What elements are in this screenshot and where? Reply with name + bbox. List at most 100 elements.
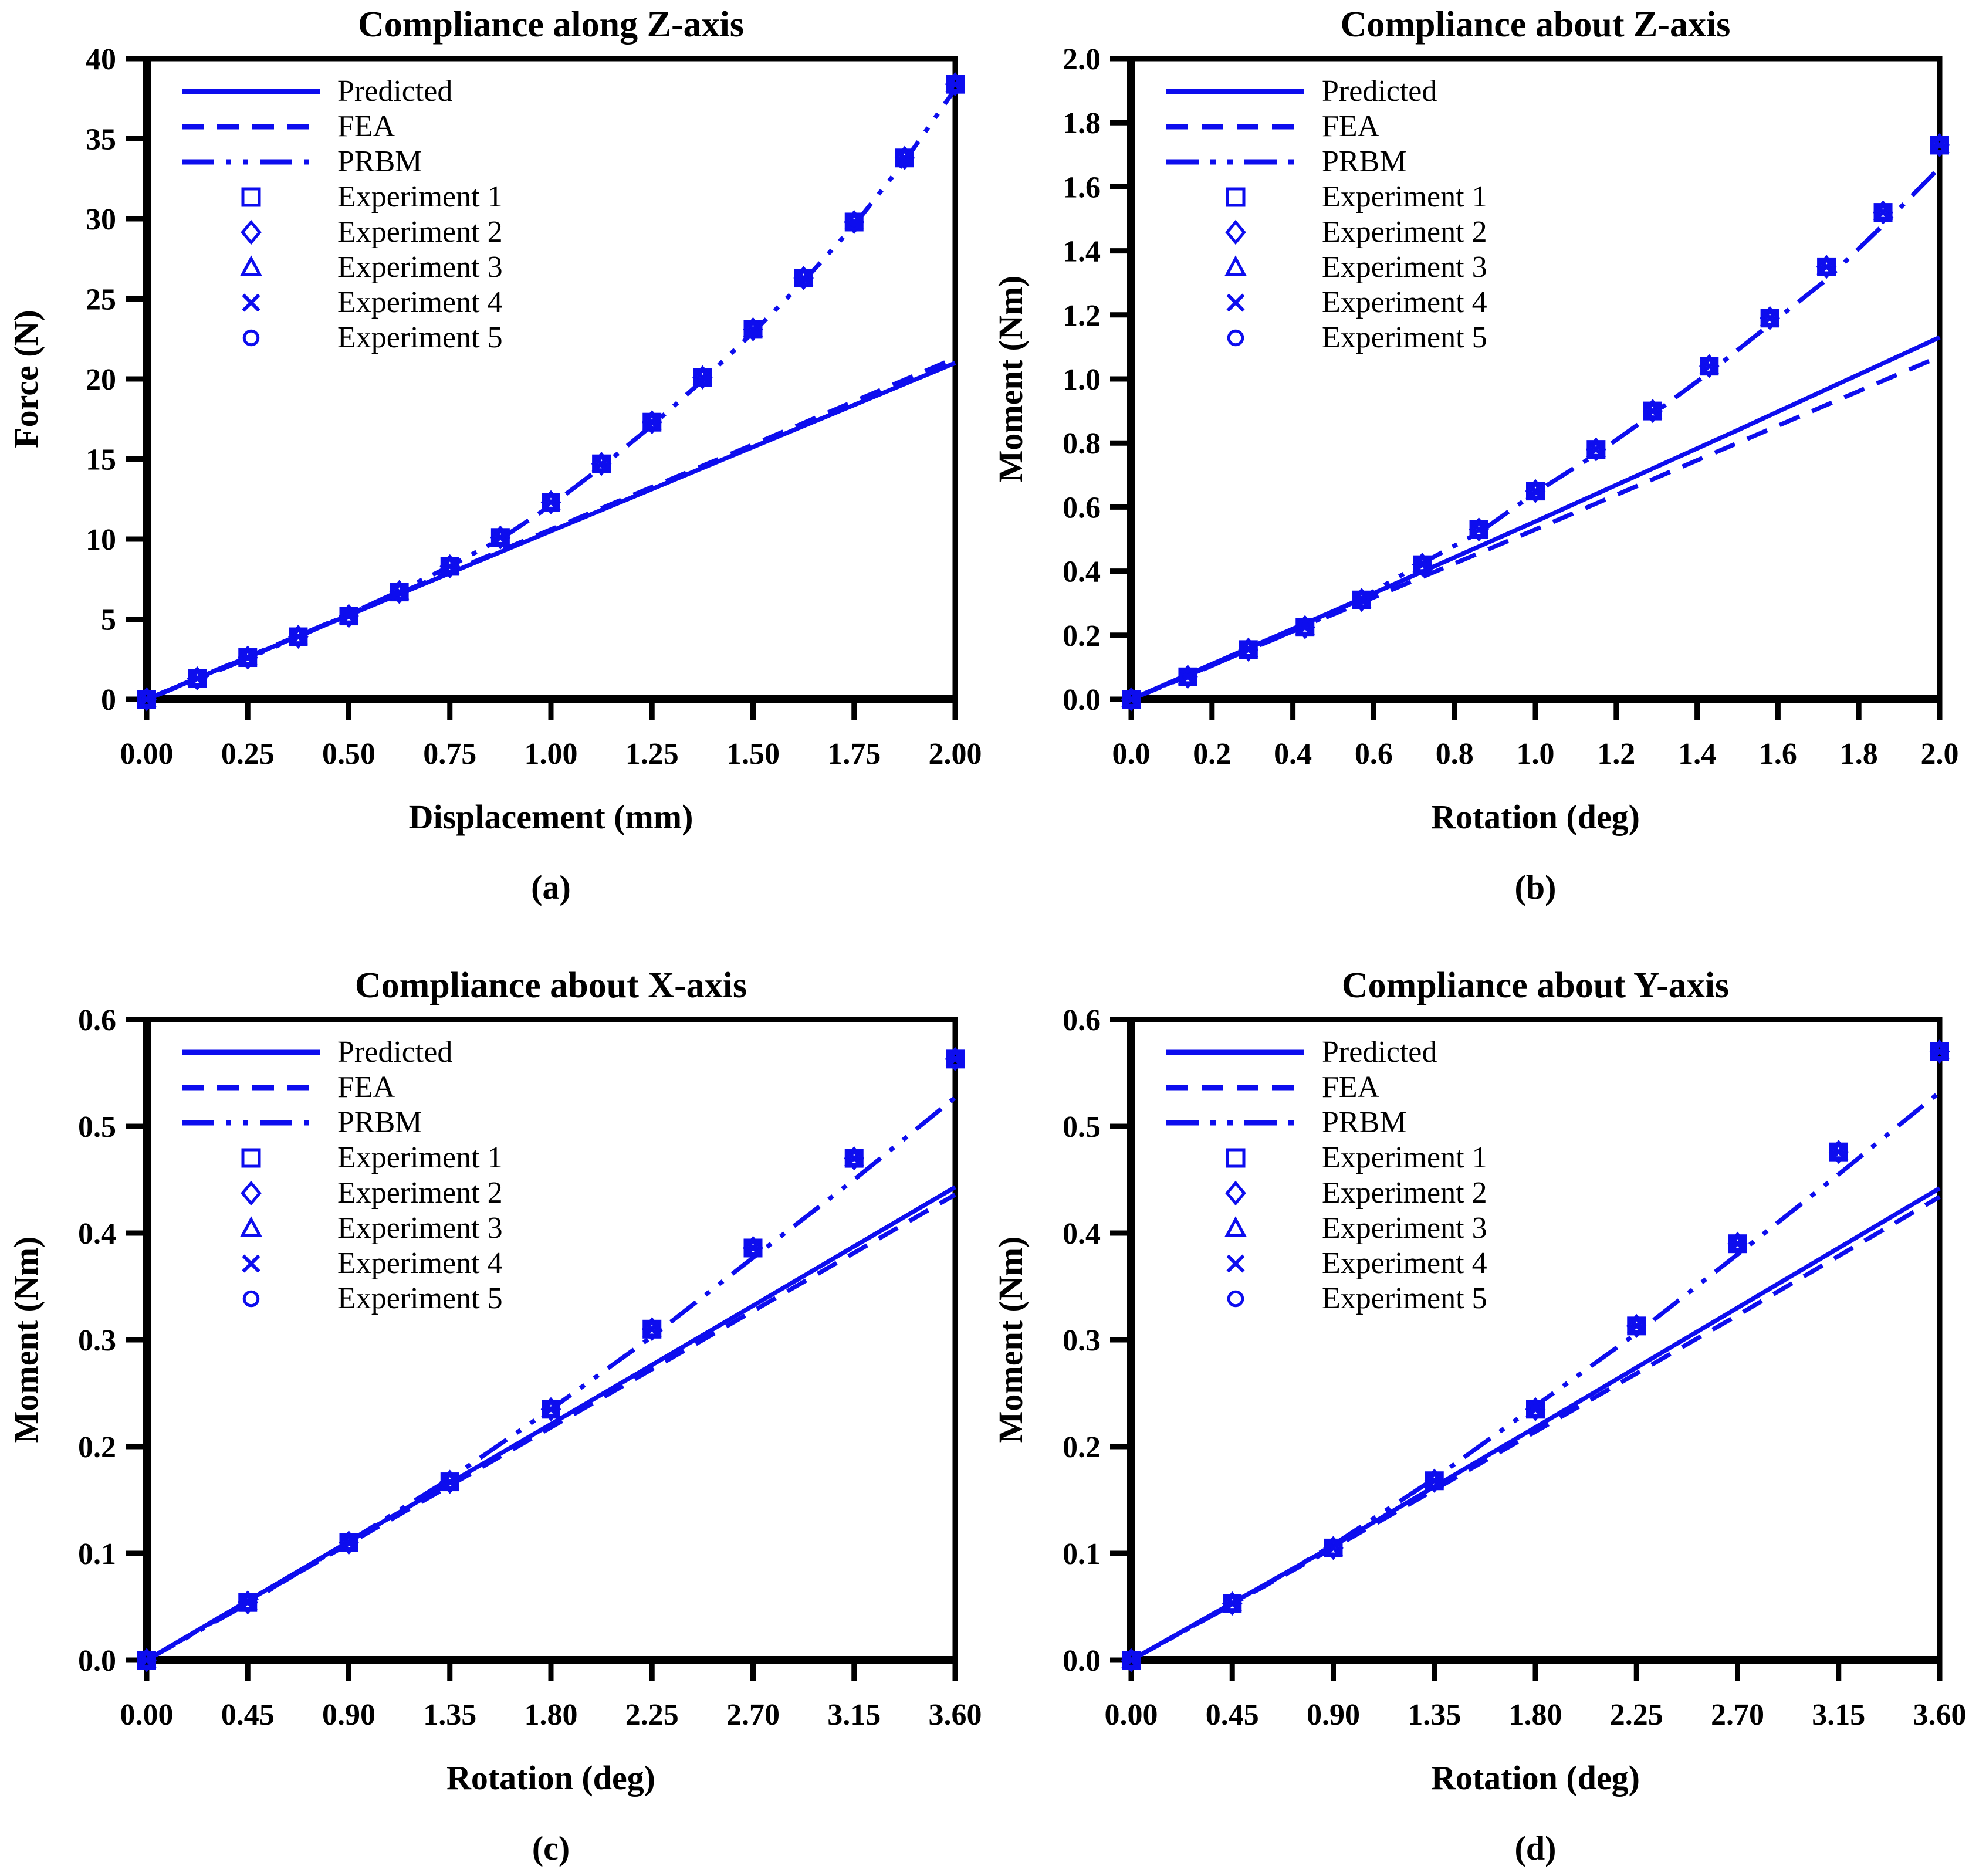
legend-entry: FEA (182, 1071, 395, 1104)
marker-circle-experiment-5 (1761, 310, 1778, 327)
experiment-marker-cluster (1222, 1591, 1243, 1616)
experiment-marker-cluster (894, 145, 915, 170)
legend-label: Predicted (337, 1035, 452, 1069)
legend-label: Experiment 5 (1322, 321, 1487, 354)
experiment-marker-cluster (945, 72, 966, 97)
series-line-predicted (1130, 1186, 1941, 1662)
experiment-marker-cluster (540, 1397, 561, 1421)
y-tick-label: 1.0 (1063, 363, 1101, 397)
experiment-marker-cluster (1760, 306, 1780, 330)
legend-entry: Predicted (182, 75, 452, 108)
legend-label: Experiment 2 (1322, 1176, 1487, 1210)
marker-circle-experiment-5 (1240, 641, 1257, 658)
x-tick-label: 0.90 (1307, 1698, 1360, 1732)
axis-ticks (126, 1017, 958, 1681)
figure-row-top: Compliance along Z-axis 0.00 0.25 0.50 0.75 1… (0, 0, 1969, 915)
experiment-marker-cluster (1469, 517, 1489, 542)
experiment-marker-cluster (945, 1047, 966, 1071)
legend-entry: PRBM (182, 145, 422, 178)
x-tick-label: 0.6 (1355, 737, 1393, 771)
y-tick-label: 1.8 (1063, 107, 1101, 140)
x-tick-label: 1.25 (625, 737, 679, 771)
x-tick-label: 3.60 (1913, 1698, 1967, 1732)
plot-frame (1128, 56, 1943, 702)
x-tick-label: 1.8 (1840, 737, 1878, 771)
axis-ticks (126, 56, 958, 720)
experiment-marker-cluster (591, 452, 612, 476)
y-axis-label: Moment (Nm) (992, 1237, 1030, 1444)
x-tick-label: 2.70 (726, 1698, 780, 1732)
legend-marker-circle-icon (242, 1290, 260, 1308)
legend-label: Experiment 5 (1322, 1282, 1487, 1315)
marker-circle-experiment-5 (1224, 1595, 1241, 1612)
x-tick-label: 0.45 (221, 1698, 275, 1732)
legend-label: FEA (1322, 110, 1380, 143)
marker-circle-experiment-5 (391, 584, 408, 600)
legend-label: PRBM (337, 145, 422, 178)
legend-label: Experiment 5 (337, 321, 503, 354)
y-tick-label: 0.2 (1063, 619, 1101, 653)
legend-label: Predicted (1322, 75, 1437, 108)
legend-entry: Experiment 2 (1225, 1176, 1487, 1210)
y-tick-label: 0.0 (78, 1644, 116, 1678)
legend-entry: PRBM (1166, 1106, 1407, 1139)
marker-circle-experiment-5 (340, 1534, 357, 1551)
x-tick-label: 1.35 (1408, 1698, 1461, 1732)
marker-circle-experiment-5 (1588, 441, 1605, 458)
experiment-marker-cluster (1816, 255, 1837, 279)
experiment-marker-cluster (187, 666, 208, 691)
y-tick-label: 15 (86, 443, 116, 477)
marker-circle-experiment-5 (1875, 204, 1892, 221)
series-line-prbm (1130, 165, 1941, 702)
legend-entry: Experiment 5 (242, 1282, 503, 1315)
x-axis-label: Rotation (deg) (1431, 798, 1640, 836)
y-tick-label: 0 (101, 683, 116, 717)
legend-marker-x-icon (1226, 293, 1245, 312)
experiment-marker-cluster (743, 1235, 763, 1261)
legend-label: Experiment 4 (337, 286, 503, 319)
legend-marker-triangle-icon (240, 1216, 262, 1237)
legend-entry: Experiment 4 (242, 1247, 503, 1280)
legend-entry: Experiment 2 (241, 215, 503, 249)
experiment-marker-cluster (793, 266, 814, 290)
experiment-markers (136, 72, 966, 712)
marker-circle-experiment-5 (340, 608, 357, 624)
legend-marker-diamond-icon (241, 219, 262, 245)
y-tick-label: 0.1 (78, 1538, 116, 1571)
series-line-prbm (146, 1095, 957, 1662)
chart-title: Compliance about Z-axis (1341, 5, 1731, 45)
marker-circle-experiment-5 (644, 414, 661, 431)
legend-marker-x-icon (242, 293, 260, 312)
marker-circle-experiment-5 (1414, 556, 1430, 573)
experiment-markers (1121, 1039, 1950, 1672)
marker-circle-experiment-5 (644, 1320, 661, 1337)
legend-entry: FEA (1166, 1071, 1380, 1104)
marker-circle-experiment-5 (1628, 1318, 1645, 1335)
x-tick-label: 2.25 (625, 1698, 679, 1732)
marker-circle-experiment-5 (239, 649, 256, 666)
panel-caption: (b) (1515, 868, 1557, 906)
experiment-markers (1121, 133, 1950, 712)
marker-circle-experiment-5 (1353, 591, 1370, 608)
legend-entry: Experiment 3 (240, 1211, 503, 1245)
panel-caption: (c) (532, 1829, 570, 1867)
y-tick-label: 2.0 (1063, 43, 1101, 76)
marker-circle-experiment-5 (1123, 1652, 1139, 1668)
chart-d-container: Compliance about Y-axis 0.00 0.45 0.90 1.35 1… (984, 961, 1969, 1876)
marker-circle-experiment-5 (189, 670, 205, 687)
y-tick-label: 0.5 (1063, 1110, 1101, 1144)
legend-label: Predicted (337, 75, 452, 108)
legend-marker-circle-icon (1227, 1290, 1244, 1308)
marker-circle-experiment-5 (1701, 358, 1718, 374)
legend-label: FEA (337, 1071, 395, 1104)
experiment-marker-cluster (1642, 398, 1663, 424)
legend-entry: Experiment 2 (1225, 215, 1487, 249)
series-line-fea (146, 356, 956, 702)
x-tick-label: 1.0 (1517, 737, 1555, 771)
marker-circle-experiment-5 (1179, 668, 1196, 685)
y-tick-label: 0.4 (78, 1217, 116, 1251)
x-tick-label: 0.00 (1105, 1698, 1158, 1732)
y-tick-label: 1.2 (1063, 299, 1101, 333)
x-tick-label: 0.25 (221, 737, 275, 771)
